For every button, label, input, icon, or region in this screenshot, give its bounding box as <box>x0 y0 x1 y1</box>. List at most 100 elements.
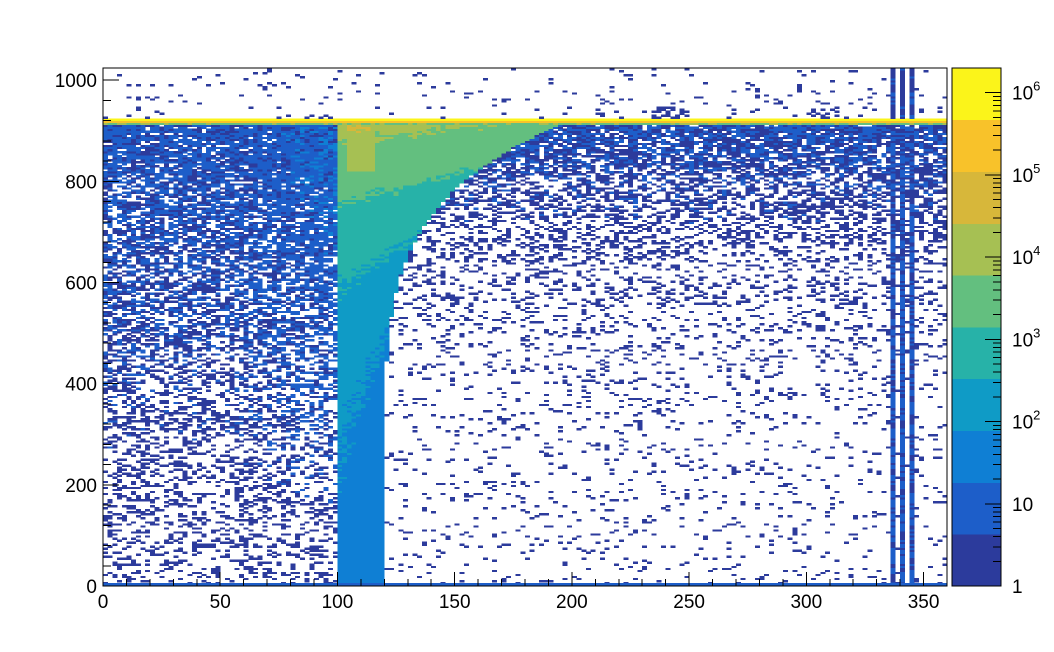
heatmap-cell <box>135 486 141 490</box>
heatmap-cell <box>215 466 221 469</box>
heatmap-cell <box>346 547 352 550</box>
heatmap-cell <box>576 535 582 538</box>
heatmap-cell <box>590 533 596 536</box>
heatmap-cell <box>149 403 155 407</box>
heatmap-cell <box>121 347 127 350</box>
heatmap-cell <box>900 458 906 461</box>
heatmap-cell <box>131 399 137 403</box>
heatmap-cell <box>103 503 108 506</box>
heatmap-cell <box>360 434 366 437</box>
heatmap-cell <box>281 343 287 346</box>
heatmap-cell <box>365 507 371 510</box>
heatmap-cell <box>360 468 366 471</box>
heatmap-cell <box>900 539 906 542</box>
heatmap-cell <box>365 573 371 577</box>
heatmap-cell <box>890 454 896 457</box>
heatmap-cell <box>581 478 587 482</box>
heatmap-cell <box>890 393 896 397</box>
heatmap-cell <box>337 353 343 356</box>
heatmap-cell <box>534 515 540 518</box>
heatmap-cell <box>374 460 380 463</box>
heatmap-cell <box>257 535 263 538</box>
heatmap-cell <box>370 567 376 571</box>
heatmap-cell <box>168 523 174 526</box>
heatmap-cell <box>276 561 282 565</box>
heatmap-cell <box>356 551 362 554</box>
heatmap-cell <box>843 442 849 445</box>
heatmap-cell <box>117 551 123 554</box>
heatmap-cell <box>360 345 366 348</box>
heatmap-cell <box>328 515 334 518</box>
heatmap-cell <box>201 567 207 571</box>
heatmap-cell <box>351 531 357 534</box>
heatmap-cell <box>342 575 348 579</box>
heatmap-cell <box>562 464 568 467</box>
heatmap-cell <box>103 470 108 473</box>
heatmap-cell <box>276 347 282 350</box>
heatmap-cell <box>192 361 198 364</box>
heatmap-cell <box>351 501 357 504</box>
heatmap-cell <box>271 353 277 356</box>
heatmap-cell <box>201 379 207 382</box>
heatmap-cell <box>337 533 343 536</box>
heatmap-cell <box>895 571 901 575</box>
heatmap-cell <box>126 452 132 455</box>
heatmap-cell <box>248 438 254 441</box>
heatmap-cell <box>346 422 352 425</box>
heatmap-cell <box>210 571 216 575</box>
heatmap-cell <box>628 359 634 362</box>
heatmap-cell <box>623 357 629 360</box>
heatmap-cell <box>525 557 530 560</box>
heatmap-cell <box>346 365 352 368</box>
heatmap-cell <box>253 571 259 575</box>
heatmap-cell <box>187 414 193 417</box>
heatmap-cell <box>196 371 202 374</box>
heatmap-cell <box>857 395 863 399</box>
heatmap-cell <box>243 511 249 514</box>
heatmap-cell <box>243 565 249 569</box>
heatmap-cell <box>909 442 915 445</box>
heatmap-cell <box>909 440 915 443</box>
heatmap-cell <box>351 349 357 352</box>
heatmap-cell <box>342 411 348 415</box>
heatmap-cell <box>163 551 169 554</box>
heatmap-cell <box>543 454 549 457</box>
heatmap-cell <box>360 565 366 569</box>
heatmap-cell <box>886 420 892 423</box>
heatmap-cell <box>281 507 287 510</box>
heatmap-cell <box>187 448 193 451</box>
heatmap-cell <box>253 387 259 391</box>
heatmap-cell <box>820 349 826 352</box>
heatmap-cell <box>553 501 559 504</box>
heatmap-cell <box>304 571 310 575</box>
heatmap-cell <box>107 367 113 370</box>
heatmap-cell <box>346 488 352 492</box>
heatmap-cell <box>492 535 498 538</box>
heatmap-cell <box>890 365 896 368</box>
heatmap-cell <box>585 379 591 382</box>
heatmap-cell <box>909 349 915 352</box>
heatmap-cell <box>665 377 671 380</box>
heatmap-cell <box>238 575 244 579</box>
heatmap-cell <box>468 385 474 388</box>
heatmap-cell <box>342 519 348 522</box>
heatmap-cell <box>290 409 296 413</box>
heatmap-cell <box>585 476 591 480</box>
heatmap-cell <box>726 367 732 370</box>
heatmap-cell <box>285 480 291 484</box>
heatmap-cell <box>379 375 385 378</box>
heatmap-cell <box>815 448 821 451</box>
heatmap-cell <box>342 567 348 571</box>
heatmap-cell <box>487 353 493 356</box>
heatmap-cell <box>487 409 493 413</box>
heatmap-cell <box>342 559 348 563</box>
heatmap-cell <box>792 357 798 360</box>
heatmap-cell <box>876 349 882 352</box>
heatmap-cell <box>126 381 132 384</box>
heatmap-cell <box>562 375 568 378</box>
heatmap-cell <box>253 357 259 360</box>
heatmap-cell <box>304 357 310 360</box>
heatmap-cell <box>337 363 343 366</box>
heatmap-cell <box>234 426 240 429</box>
heatmap-cell <box>126 505 132 508</box>
